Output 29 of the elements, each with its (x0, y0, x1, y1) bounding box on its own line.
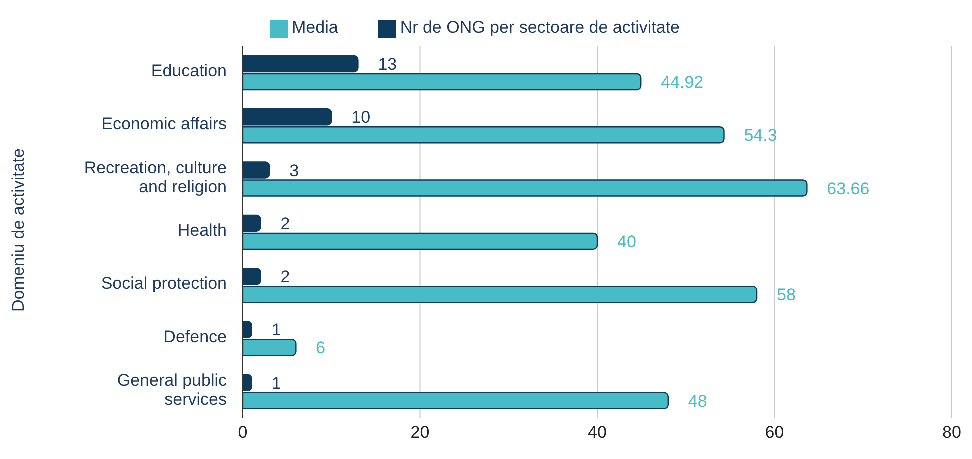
data-label: 44.92 (661, 73, 704, 92)
data-label: 40 (618, 232, 636, 252)
data-label: 48 (688, 392, 708, 411)
y-tick-label: Defence (164, 328, 227, 347)
data-label: 63.66 (827, 179, 870, 198)
data-label: 1 (272, 374, 282, 393)
data-label: 3 (290, 161, 300, 180)
legend-label: Media (292, 18, 338, 37)
y-axis-title: Domeniu de activitate (9, 148, 28, 312)
data-label: 10 (352, 108, 371, 128)
y-tick-label: Economic affairs (102, 115, 227, 134)
data-label: 54.3 (744, 126, 778, 146)
y-tick-label: Health (178, 221, 227, 240)
y-tick-label: Social protection (101, 274, 227, 294)
x-tick-label: 40 (588, 423, 607, 442)
data-label: 58 (777, 286, 796, 305)
y-tick-label: Education (151, 62, 227, 82)
data-label: 2 (280, 268, 290, 287)
y-tick-label: General public services (117, 371, 228, 410)
x-tick-label: 60 (765, 423, 784, 442)
data-label: 13 (378, 55, 398, 74)
data-label: 1 (272, 320, 282, 340)
data-label: 2 (280, 214, 290, 234)
data-label: 6 (316, 338, 326, 358)
y-tick-label: Recreation, culture and religion (84, 158, 227, 197)
x-tick-label: 20 (410, 423, 430, 442)
x-tick-label: 80 (942, 423, 962, 442)
x-tick-label: 0 (238, 423, 248, 442)
legend-label: Nr de ONG per sectoare de activitate (400, 18, 680, 37)
